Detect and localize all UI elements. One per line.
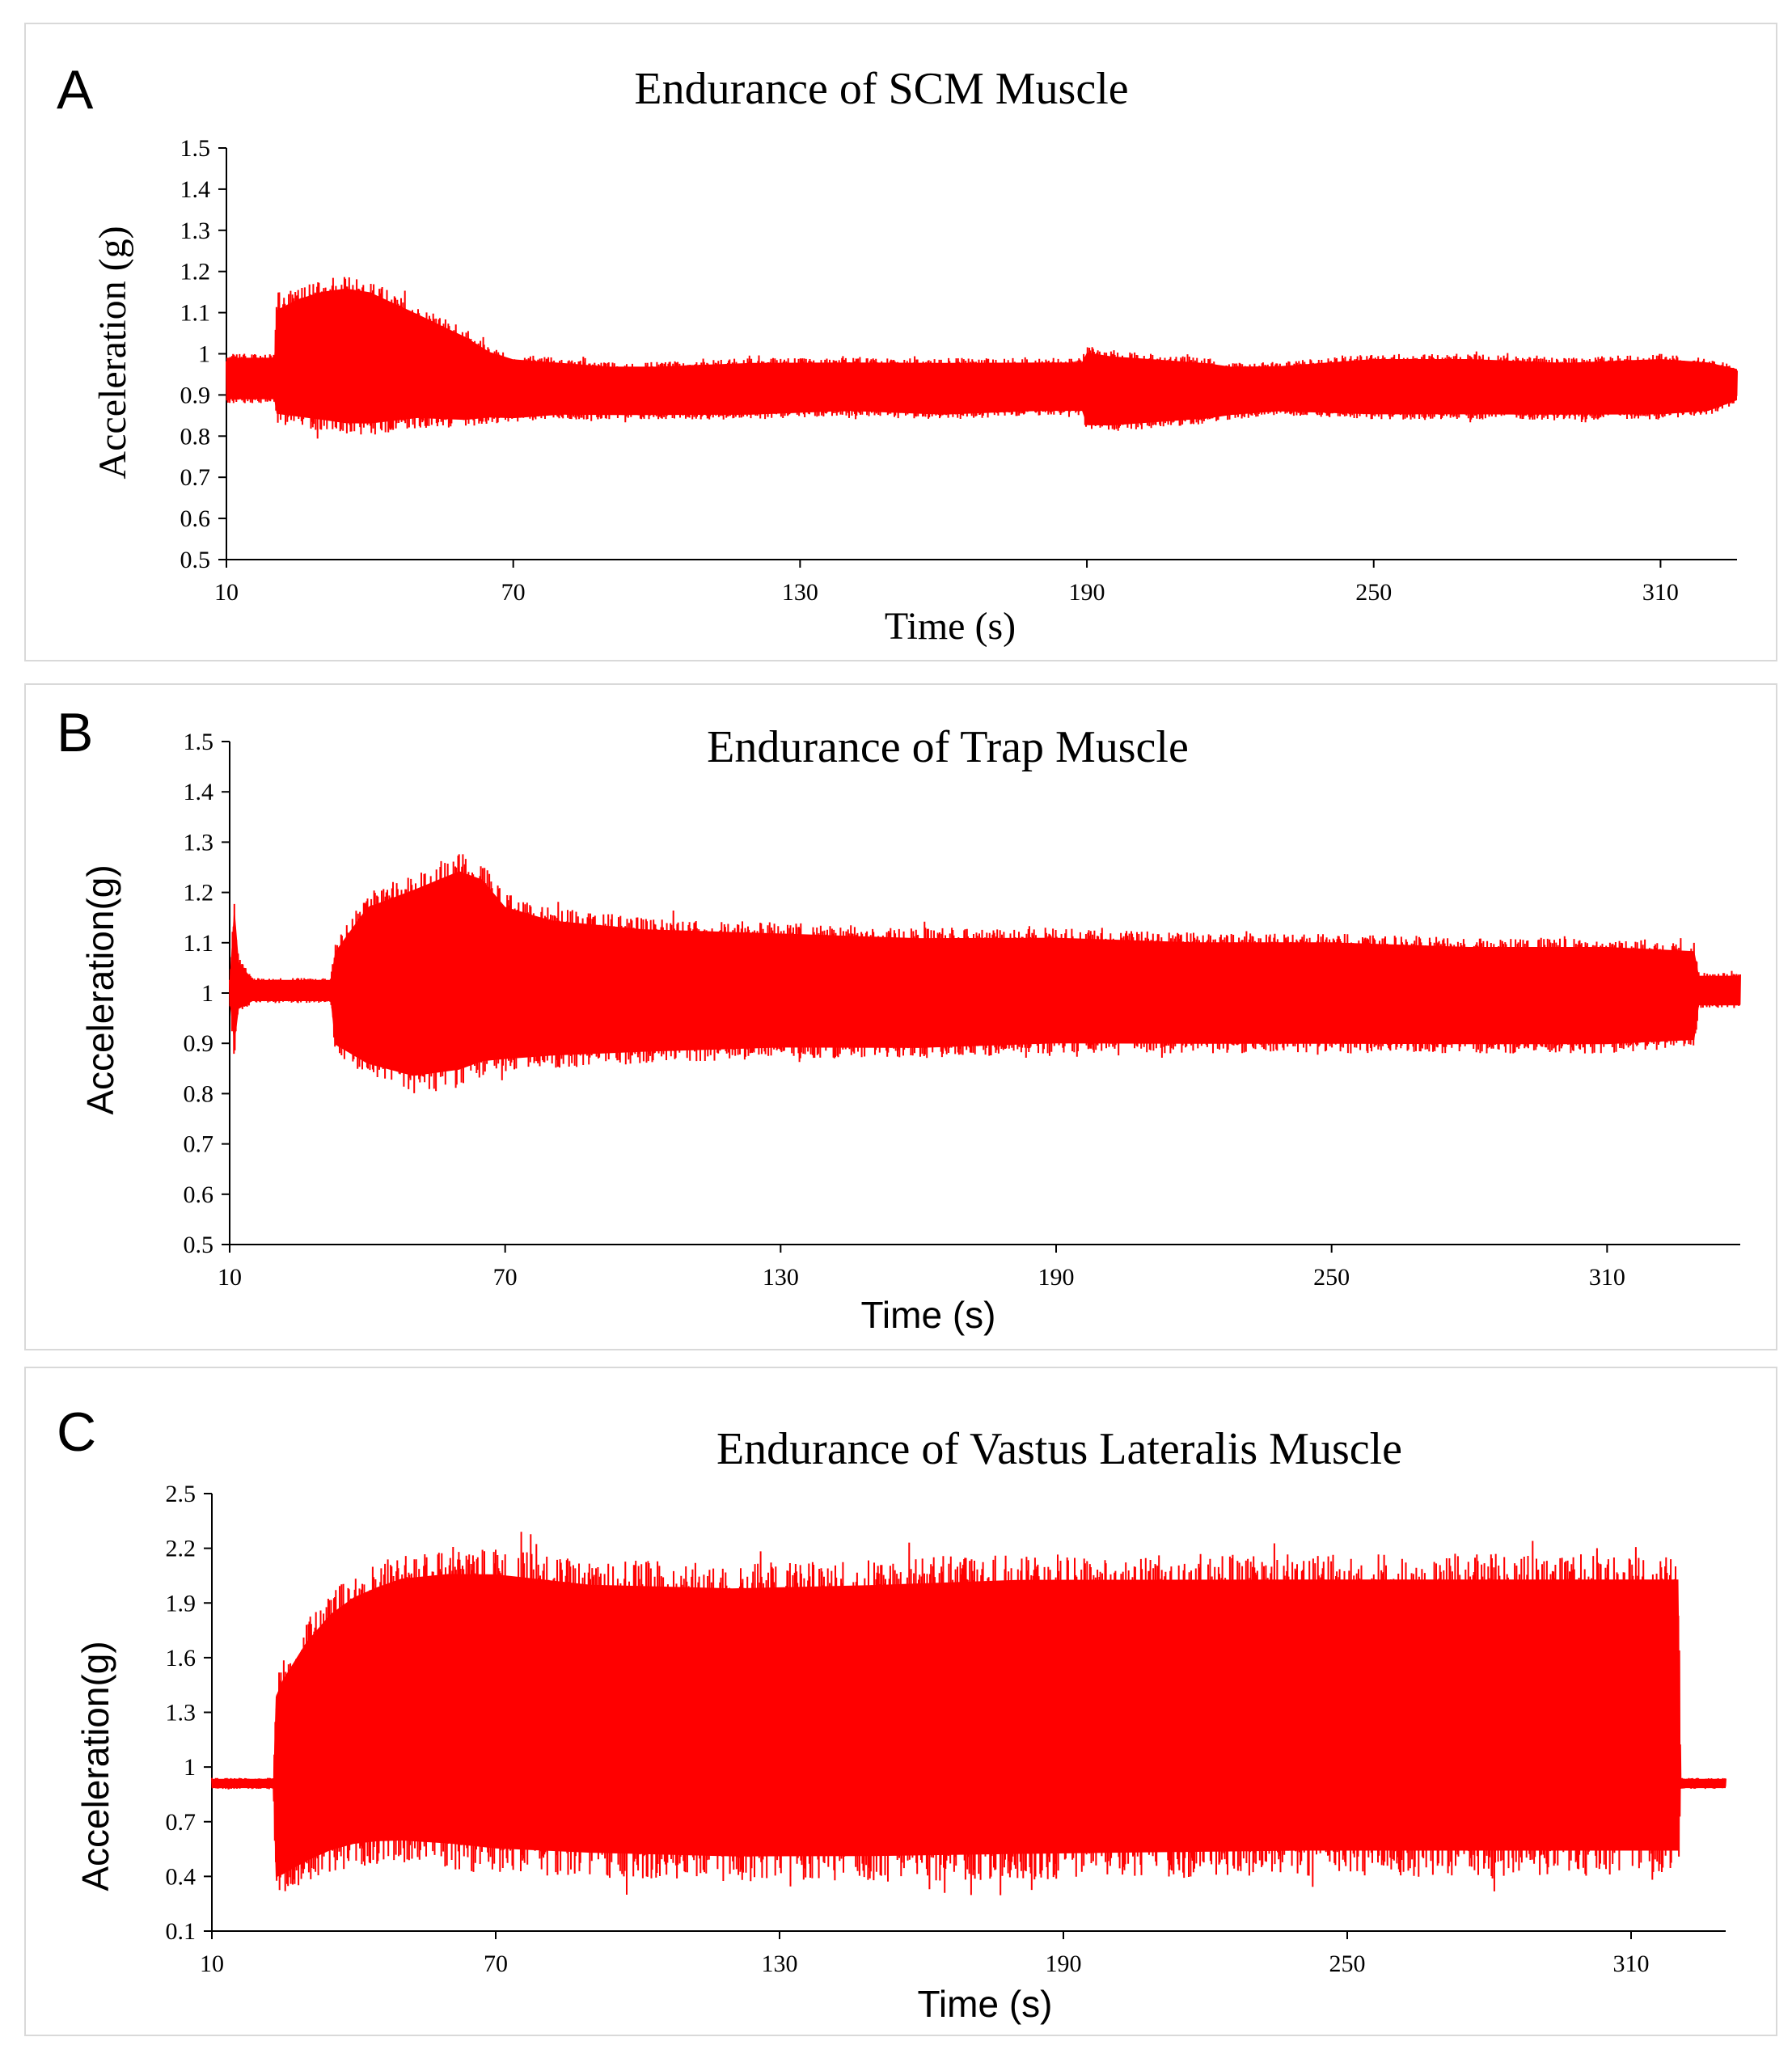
chart-c-xtick-label: 190 bbox=[1046, 1950, 1082, 1977]
chart-b-ytick-label: 1.1 bbox=[184, 930, 214, 957]
chart-a-xtick-label: 10 bbox=[214, 579, 239, 606]
chart-a-ytick-label: 0.7 bbox=[180, 464, 211, 491]
chart-c-ytick-label: 1 bbox=[184, 1754, 196, 1781]
chart-a-ytick-label: 0.8 bbox=[180, 423, 211, 450]
chart-c-ytick-label: 2.2 bbox=[166, 1536, 197, 1562]
chart-b-xtick-label: 250 bbox=[1313, 1264, 1350, 1291]
chart-b-ytick-label: 1.5 bbox=[184, 729, 214, 755]
chart-b-xtick-label: 70 bbox=[493, 1264, 518, 1291]
chart-b-ytick-label: 1 bbox=[201, 980, 213, 1007]
chart-a-title: Endurance of SCM Muscle bbox=[634, 64, 1128, 114]
chart-b-ytick-label: 0.7 bbox=[184, 1131, 214, 1158]
chart-b-signal-band bbox=[230, 871, 1740, 1076]
chart-c-xtick-label: 70 bbox=[484, 1950, 508, 1977]
chart-b-ylabel: Acceleration(g) bbox=[79, 864, 121, 1114]
chart-a: Endurance of SCM Muscle 0.5 0.6 0.7 0.8 0.9 1… bbox=[91, 64, 1738, 648]
chart-c-ytick-label: 2.5 bbox=[166, 1481, 197, 1507]
panel-letter-a: A bbox=[57, 59, 94, 120]
chart-c-ytick-label: 1.9 bbox=[166, 1590, 197, 1617]
chart-c: Endurance of Vastus Lateralis Muscle 0.1… bbox=[74, 1424, 1726, 2025]
chart-c-title: Endurance of Vastus Lateralis Muscle bbox=[716, 1424, 1402, 1474]
chart-a-ylabel: Acceleration (g) bbox=[91, 226, 134, 479]
panel-letter-b: B bbox=[57, 702, 94, 763]
chart-b-xtick-label: 130 bbox=[763, 1264, 799, 1291]
chart-c-ytick-label: 0.1 bbox=[166, 1918, 197, 1945]
chart-b-ytick-label: 0.6 bbox=[184, 1181, 214, 1208]
chart-a-ytick-label: 0.9 bbox=[180, 382, 211, 408]
chart-a-xtick-label: 190 bbox=[1069, 579, 1105, 606]
chart-a-xtick-label: 250 bbox=[1355, 579, 1392, 606]
chart-a-ytick-label: 0.5 bbox=[180, 547, 211, 573]
chart-c-xtick-label: 250 bbox=[1329, 1950, 1366, 1977]
chart-b-ytick-label: 1.2 bbox=[184, 880, 214, 907]
chart-b-ytick-label: 0.9 bbox=[184, 1030, 214, 1057]
chart-a-xtick-label: 130 bbox=[782, 579, 818, 606]
chart-b-plot: 0.5 0.6 0.7 0.8 0.9 1 1.1 1.2 1.3 1.4 1.5 10 70 130 19… bbox=[184, 729, 1741, 1291]
chart-b-ytick-label: 0.5 bbox=[184, 1232, 214, 1258]
chart-c-ytick-label: 1.3 bbox=[166, 1700, 197, 1726]
chart-c-xlabel: Time (s) bbox=[918, 1983, 1053, 2025]
chart-c-ytick-label: 0.7 bbox=[166, 1809, 197, 1836]
chart-a-ytick-label: 1.5 bbox=[180, 135, 211, 162]
chart-c-ylabel: Acceleration(g) bbox=[74, 1641, 116, 1891]
chart-b-ytick-label: 1.4 bbox=[184, 779, 214, 805]
chart-a-xtick-label: 310 bbox=[1642, 579, 1679, 606]
chart-b-xlabel: Time (s) bbox=[861, 1294, 996, 1336]
chart-b-xtick-label: 10 bbox=[218, 1264, 242, 1291]
chart-a-ytick-label: 1.2 bbox=[180, 259, 211, 285]
chart-a-plot: 0.5 0.6 0.7 0.8 0.9 1 1.1 1.2 1.3 1.4 1.5 10 70 130 19… bbox=[180, 135, 1738, 606]
chart-c-xtick-label: 10 bbox=[200, 1950, 224, 1977]
chart-c-ytick-label: 0.4 bbox=[166, 1863, 197, 1890]
chart-a-xlabel: Time (s) bbox=[885, 605, 1016, 648]
chart-a-xtick-label: 70 bbox=[501, 579, 526, 606]
chart-c-xtick-label: 130 bbox=[762, 1950, 798, 1977]
chart-a-signal-band bbox=[226, 288, 1737, 426]
chart-c-xtick-label: 310 bbox=[1613, 1950, 1650, 1977]
chart-b-xtick-label: 310 bbox=[1589, 1264, 1625, 1291]
chart-a-ytick-label: 1.4 bbox=[180, 176, 211, 203]
chart-b: Endurance of Trap Muscle 0.5 0.6 0.7 0.8 0.9… bbox=[79, 722, 1741, 1336]
chart-b-ytick-label: 0.8 bbox=[184, 1080, 214, 1107]
chart-c-ytick-label: 1.6 bbox=[166, 1645, 197, 1672]
chart-b-xtick-label: 190 bbox=[1038, 1264, 1075, 1291]
chart-a-ytick-label: 1.1 bbox=[180, 300, 211, 327]
panel-letter-c: C bbox=[57, 1401, 97, 1463]
chart-a-ytick-label: 1.3 bbox=[180, 218, 211, 244]
chart-c-plot: 0.1 0.4 0.7 1 1.3 1.6 1.9 2.2 2.5 10 70 130 190 250 31… bbox=[166, 1481, 1726, 1977]
chart-b-title: Endurance of Trap Muscle bbox=[707, 722, 1189, 772]
chart-c-signal-band bbox=[212, 1574, 1726, 1878]
chart-b-ytick-label: 1.3 bbox=[184, 829, 214, 856]
chart-a-ytick-label: 0.6 bbox=[180, 505, 211, 532]
chart-a-ytick-label: 1 bbox=[198, 341, 210, 368]
